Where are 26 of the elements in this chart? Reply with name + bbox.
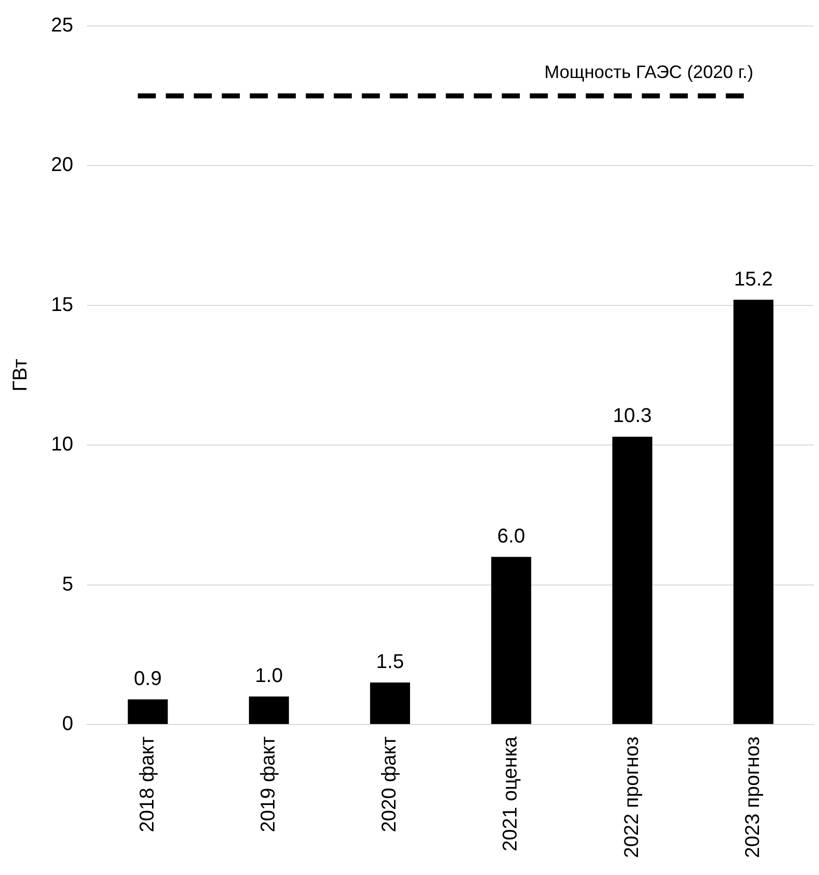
bar <box>612 436 652 724</box>
bar <box>733 300 774 724</box>
data-label: 1.0 <box>255 665 283 688</box>
y-tick-label: 25 <box>50 14 74 37</box>
data-label: 15.2 <box>734 268 773 290</box>
bar <box>128 699 168 724</box>
x-tick-label: 2023 прогноз <box>742 736 764 858</box>
data-label: 10.3 <box>612 405 652 428</box>
y-tick-label: 0 <box>62 712 74 735</box>
y-tick-label: 20 <box>50 154 74 176</box>
data-label: 1.5 <box>376 651 404 674</box>
bar <box>248 696 289 724</box>
y-axis-title: ГВт <box>10 358 32 392</box>
x-tick-label: 2022 прогноз <box>620 736 643 858</box>
ref-line-label: Мощность ГАЭС (2020 г.) <box>544 62 754 82</box>
x-tick-label: 2018 факт <box>136 736 158 832</box>
y-tick-label: 5 <box>62 573 74 596</box>
x-tick-label: 2019 факт <box>257 736 280 832</box>
y-tick-label: 15 <box>50 294 74 316</box>
x-tick-label: 2021 оценка <box>500 736 522 852</box>
bar <box>491 556 532 724</box>
data-label: 6.0 <box>497 525 526 548</box>
bar <box>370 682 410 724</box>
x-tick-label: 2020 факт <box>378 736 401 832</box>
y-tick-label: 10 <box>50 434 74 456</box>
data-label: 0.9 <box>134 668 162 690</box>
